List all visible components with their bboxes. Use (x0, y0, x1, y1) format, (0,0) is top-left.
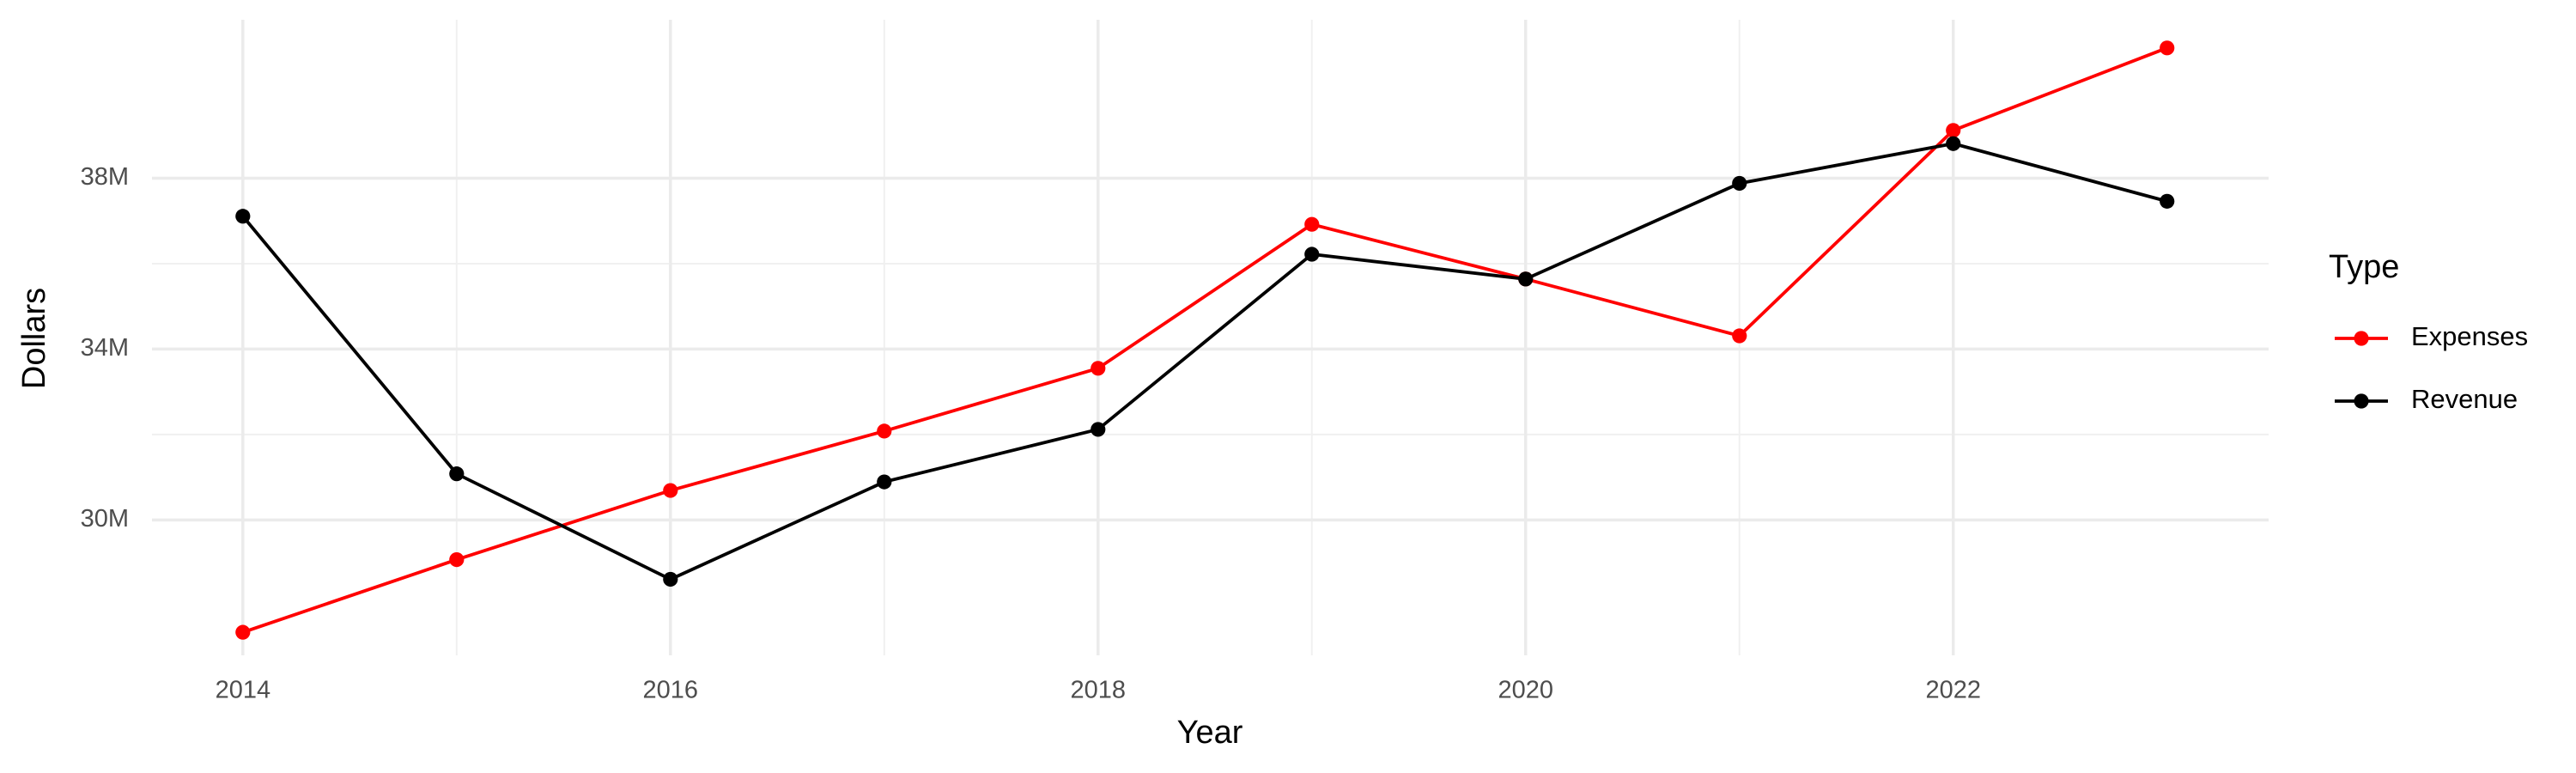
data-point (1091, 422, 1106, 437)
data-point (2160, 40, 2175, 56)
legend-key-point (2354, 331, 2369, 346)
data-point (877, 474, 892, 490)
y-tick-label: 30M (81, 505, 129, 533)
x-tick-label: 2018 (1071, 677, 1127, 704)
data-point (1518, 271, 1534, 287)
data-point (235, 624, 251, 640)
y-tick-label: 38M (81, 163, 129, 191)
series-line (241, 142, 2168, 581)
x-tick-label: 2014 (216, 677, 271, 704)
data-point (1946, 123, 1961, 138)
data-point (235, 209, 251, 224)
y-tick-label: 34M (81, 334, 129, 362)
x-tick-label: 2020 (1498, 677, 1554, 704)
data-point (663, 571, 678, 587)
data-point (449, 466, 465, 482)
data-point (2160, 193, 2175, 209)
data-point (663, 483, 678, 498)
data-point (1091, 361, 1106, 376)
x-axis-title: Year (1177, 715, 1243, 751)
data-point (1732, 175, 1747, 192)
data-point (1304, 216, 1320, 232)
legend-label: Expenses (2411, 321, 2528, 351)
data-point (1732, 328, 1747, 344)
x-tick-label: 2016 (643, 677, 699, 704)
data-point (877, 423, 892, 439)
data-point (449, 552, 465, 568)
legend-label: Revenue (2411, 384, 2518, 414)
data-point (1304, 247, 1320, 262)
legend-title: Type (2329, 249, 2399, 285)
legend-key-point (2354, 393, 2369, 409)
y-axis-title: Dollars (16, 288, 52, 389)
data-point (1946, 136, 1961, 151)
x-tick-label: 2022 (1925, 677, 1981, 704)
